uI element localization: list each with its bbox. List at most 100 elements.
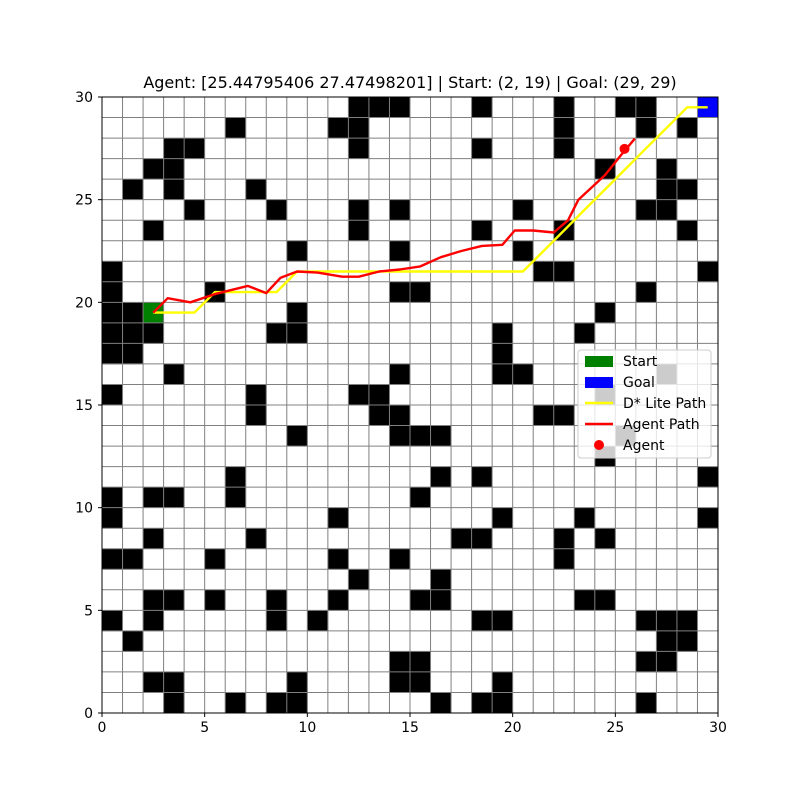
obstacle-cell	[266, 199, 288, 221]
obstacle-cell	[430, 425, 452, 447]
obstacle-cell	[163, 363, 185, 385]
obstacle-cell	[410, 589, 431, 611]
x-tick-label: 20	[504, 720, 522, 736]
obstacle-cell	[389, 97, 411, 118]
d-lite-path-line	[153, 106, 708, 314]
axis-ticks: 0 5 10 15 20 25 30 0 5 10 15 20 25 30	[75, 90, 727, 736]
obstacle-cell	[286, 322, 308, 344]
goal-cell	[697, 97, 718, 118]
obstacle-cell	[471, 528, 493, 550]
obstacle-cell	[122, 302, 144, 324]
obstacle-cell	[635, 610, 657, 632]
y-tick-label: 5	[84, 603, 93, 619]
obstacle-cell	[656, 610, 678, 632]
y-tick-label: 20	[75, 295, 93, 311]
obstacle-cell	[204, 589, 226, 611]
obstacle-cell	[143, 220, 164, 242]
obstacle-cell	[102, 343, 123, 365]
obstacle-cell	[635, 281, 657, 303]
obstacle-cell	[143, 487, 164, 508]
obstacle-cell	[492, 507, 513, 529]
obstacle-cell	[451, 528, 472, 550]
obstacle-cell	[163, 138, 185, 159]
obstacle-cell	[102, 281, 123, 303]
grid-lines	[101, 96, 719, 714]
x-tick-label: 5	[200, 720, 209, 736]
obstacle-cell	[102, 507, 123, 529]
obstacle-cell	[533, 261, 555, 283]
obstacle-cell	[656, 179, 678, 200]
obstacle-cell	[286, 240, 308, 262]
obstacle-cell	[656, 158, 678, 180]
obstacle-cell	[286, 671, 308, 693]
legend-agent-label: Agent	[623, 438, 665, 454]
x-tick-label: 0	[98, 720, 107, 736]
obstacle-cell	[266, 692, 288, 714]
obstacle-cell	[471, 466, 493, 488]
obstacle-cell	[348, 117, 370, 139]
obstacle-cell	[492, 322, 513, 344]
obstacle-cell	[553, 405, 575, 426]
obstacle-cell	[122, 630, 144, 652]
obstacle-cell	[102, 261, 123, 283]
obstacle-cell	[307, 610, 329, 632]
obstacle-cell	[430, 466, 452, 488]
obstacle-cell	[389, 651, 411, 673]
obstacle-cell	[553, 548, 575, 570]
obstacle-cell	[389, 199, 411, 221]
legend-d-lite-path-label: D* Lite Path	[623, 396, 706, 412]
obstacle-cell	[635, 692, 657, 714]
obstacle-cell	[389, 548, 411, 570]
obstacle-cell	[410, 671, 431, 693]
obstacle-cell	[348, 138, 370, 159]
obstacle-cell	[368, 405, 390, 426]
obstacle-cell	[492, 692, 513, 714]
obstacle-cell	[266, 322, 288, 344]
obstacle-cell	[102, 487, 123, 508]
y-tick-label: 30	[75, 90, 93, 106]
obstacle-cell	[656, 199, 678, 221]
obstacle-cell	[471, 610, 493, 632]
obstacle-cell	[492, 363, 513, 385]
obstacle-cell	[553, 138, 575, 159]
obstacle-cell	[697, 261, 719, 283]
obstacle-cell	[368, 97, 390, 118]
obstacle-cell	[225, 466, 247, 488]
obstacle-cell	[143, 158, 164, 180]
legend-start-swatch	[585, 356, 613, 367]
obstacle-cell	[266, 589, 288, 611]
obstacle-cell	[348, 199, 370, 221]
obstacle-cell	[225, 117, 247, 139]
obstacle-cell	[676, 220, 698, 242]
y-tick-label: 15	[75, 398, 93, 414]
obstacle-cell	[225, 487, 247, 508]
x-tick-label: 25	[606, 720, 624, 736]
obstacle-cell	[553, 117, 575, 139]
x-tick-label: 10	[298, 720, 316, 736]
obstacle-cell	[594, 528, 616, 550]
obstacle-cell	[143, 671, 164, 693]
x-tick-label: 30	[709, 720, 727, 736]
obstacle-cell	[327, 117, 349, 139]
obstacle-cell	[471, 692, 493, 714]
obstacle-cell	[697, 507, 719, 529]
obstacle-cell	[286, 692, 308, 714]
obstacle-cell	[410, 425, 431, 447]
obstacle-cell	[471, 220, 493, 242]
obstacle-cell	[348, 569, 370, 591]
y-tick-label: 10	[75, 501, 93, 517]
obstacle-cell	[533, 405, 555, 426]
obstacle-cell	[389, 363, 411, 385]
obstacle-cell	[492, 671, 513, 693]
x-tick-label: 15	[401, 720, 419, 736]
obstacle-cell	[143, 322, 164, 344]
obstacle-cell	[163, 671, 185, 693]
obstacle-cell	[368, 384, 390, 406]
obstacle-cell	[615, 97, 637, 118]
obstacle-cell	[635, 651, 657, 673]
legend-goal-label: Goal	[623, 375, 655, 391]
agent-marker	[619, 143, 630, 154]
legend-start-label: Start	[623, 354, 658, 370]
obstacle-cell	[635, 97, 657, 118]
obstacle-cell	[512, 240, 534, 262]
